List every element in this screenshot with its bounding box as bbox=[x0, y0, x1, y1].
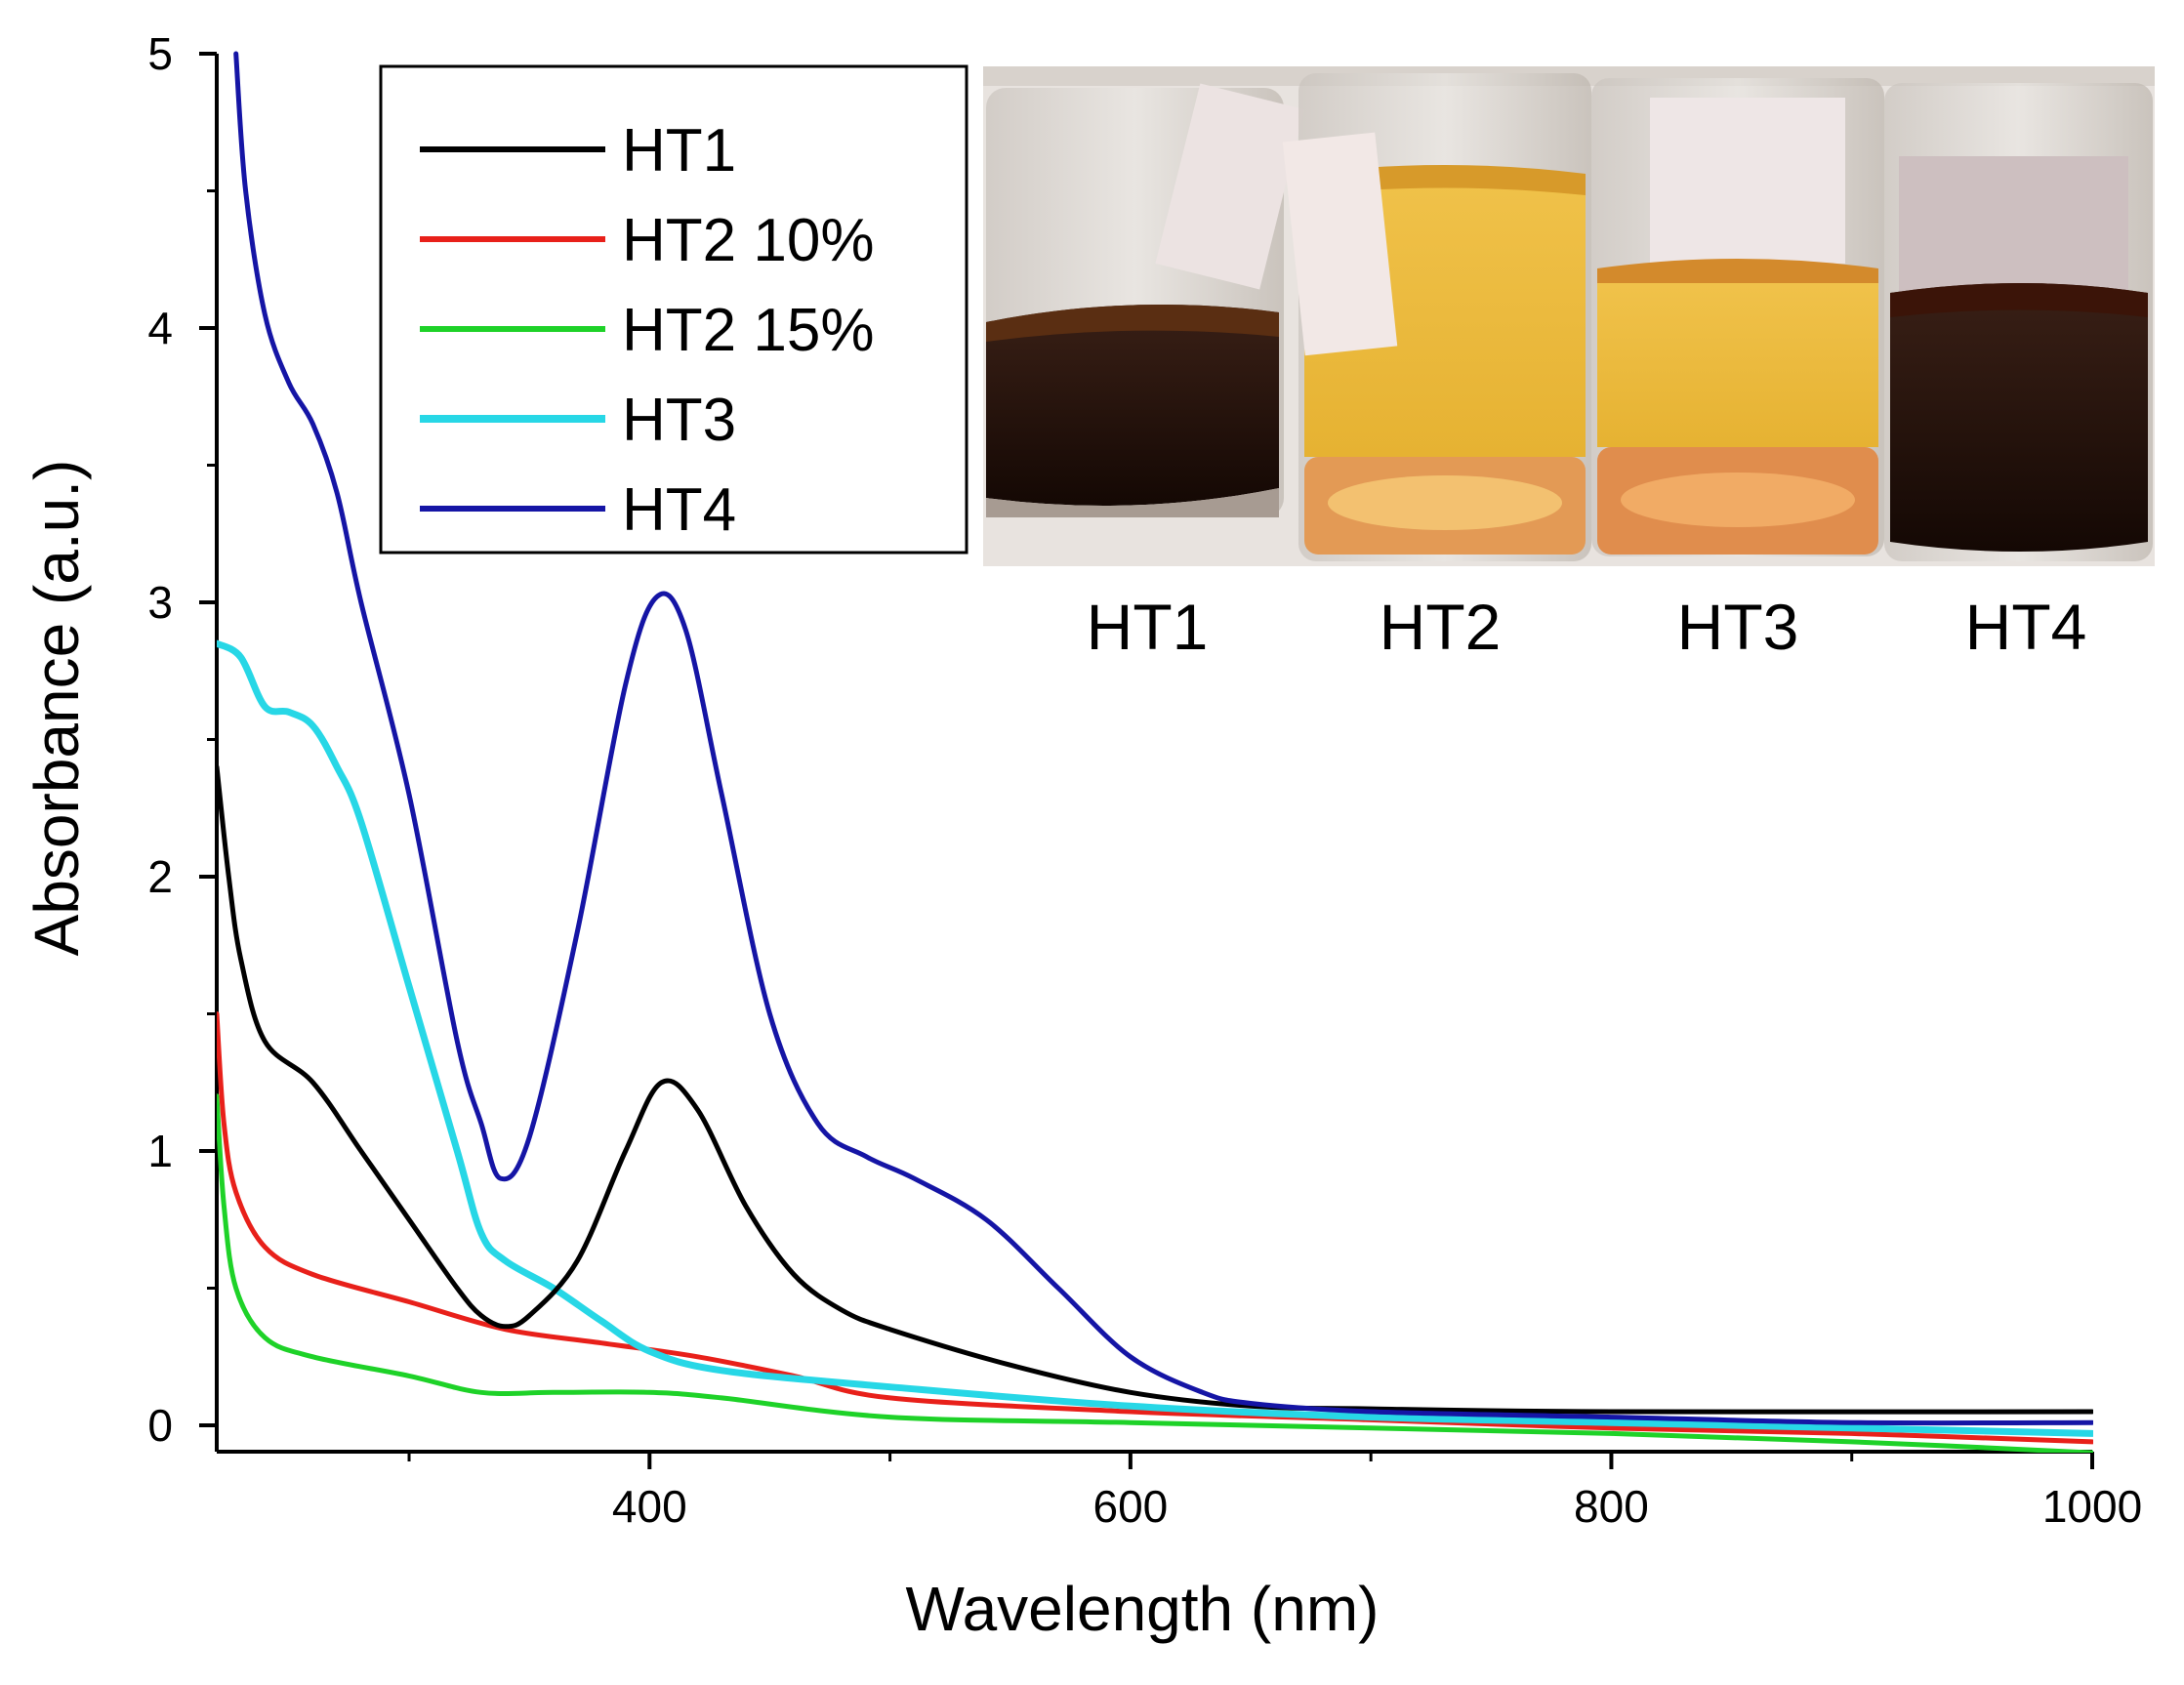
x-tick-label: 600 bbox=[1092, 1481, 1168, 1532]
legend-label: HT4 bbox=[622, 476, 736, 544]
x-tick-label: 800 bbox=[1574, 1481, 1649, 1532]
vial-label-ht3: HT3 bbox=[1677, 591, 1799, 663]
legend-label: HT2 15% bbox=[622, 297, 874, 364]
y-tick-label: 3 bbox=[147, 577, 173, 628]
x-tick-label: 400 bbox=[612, 1481, 687, 1532]
y-tick-label: 0 bbox=[147, 1400, 173, 1451]
axis-ticks bbox=[199, 52, 2094, 1469]
vial-label-ht1: HT1 bbox=[1087, 591, 1209, 663]
legend: HT1 HT2 10% HT2 15% HT3 HT4 bbox=[379, 64, 968, 555]
legend-label: HT3 bbox=[622, 387, 736, 454]
vials-photo: HT1 HT2 HT3 HT4 bbox=[983, 66, 2155, 663]
series-line-ht3 bbox=[217, 639, 2093, 1437]
y-axis-title: Absorbance (a.u.) bbox=[21, 460, 92, 957]
y-tick-label: 5 bbox=[147, 28, 173, 79]
legend-label: HT1 bbox=[622, 117, 736, 185]
y-tick-label: 2 bbox=[147, 851, 173, 902]
legend-label: HT2 10% bbox=[622, 207, 874, 274]
x-tick-label: 1000 bbox=[2042, 1481, 2142, 1532]
y-tick-label: 4 bbox=[147, 303, 173, 353]
vial-ht2 bbox=[1282, 73, 1591, 561]
vial-label-ht4: HT4 bbox=[1965, 591, 2087, 663]
y-tick-label: 1 bbox=[147, 1126, 173, 1176]
axis-tick-labels: 400 600 800 1000 0 1 2 3 4 5 bbox=[147, 28, 2142, 1532]
vial-ht1 bbox=[986, 83, 1305, 517]
series-line-ht4 bbox=[233, 51, 2093, 1426]
series-line-ht2-15 bbox=[217, 1093, 2093, 1453]
vial-ht3 bbox=[1591, 78, 1884, 556]
series-line-ht1 bbox=[217, 764, 2093, 1415]
series-lines bbox=[217, 51, 2093, 1453]
vial-ht4 bbox=[1884, 83, 2153, 561]
vial-label-ht2: HT2 bbox=[1380, 591, 1502, 663]
x-axis-title: Wavelength (nm) bbox=[906, 1574, 1380, 1644]
series-line-ht2-10 bbox=[217, 1011, 2093, 1445]
